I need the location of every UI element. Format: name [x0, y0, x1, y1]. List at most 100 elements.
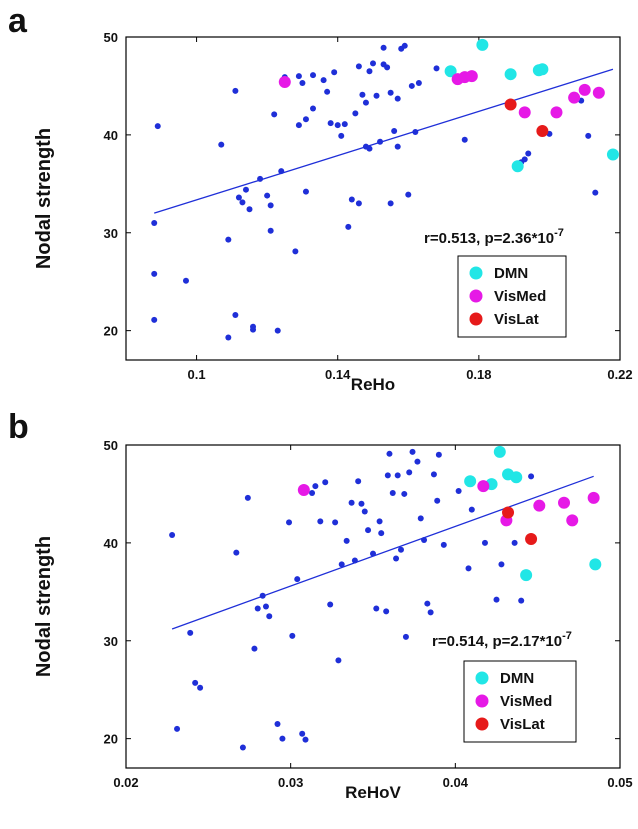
panel-letter: b — [8, 408, 29, 446]
data-point — [324, 88, 331, 95]
data-point — [525, 150, 532, 157]
x-axis-label: ReHoV — [345, 783, 401, 802]
data-point-dmn — [536, 63, 549, 76]
data-point — [289, 632, 296, 639]
legend: DMN VisMed VisLat — [457, 255, 567, 338]
data-point — [299, 80, 306, 87]
data-point — [383, 608, 390, 615]
data-point — [402, 633, 409, 640]
legend-marker-vislat — [475, 717, 489, 731]
regression-line — [154, 68, 614, 214]
y-axis-label: Nodal strength — [33, 128, 55, 269]
data-point — [233, 549, 240, 556]
data-point-vismed — [477, 480, 490, 493]
data-point — [376, 518, 383, 525]
data-point — [394, 95, 401, 102]
series-vismed — [278, 70, 605, 119]
data-point-dmn — [520, 569, 533, 582]
data-point — [355, 200, 362, 207]
data-point — [259, 592, 266, 599]
annotation-exponent: -7 — [562, 630, 572, 642]
y-tick-label: 30 — [104, 634, 118, 649]
data-point-vismed — [465, 70, 478, 83]
data-point — [359, 91, 366, 98]
data-point-vismed — [568, 91, 581, 104]
legend-label-vismed: VisMed — [494, 288, 546, 305]
data-point — [332, 519, 339, 526]
data-point-vismed — [578, 83, 591, 96]
data-point — [345, 223, 352, 230]
y-axis-label: Nodal strength — [33, 536, 55, 677]
data-point — [294, 576, 301, 583]
x-tick-label: 0.04 — [443, 775, 469, 790]
data-point — [440, 541, 447, 548]
data-point-vismed — [297, 484, 310, 497]
data-point-dmn — [510, 471, 523, 484]
x-tick-label: 0.02 — [113, 775, 138, 790]
series-dmn — [444, 38, 619, 173]
data-point — [373, 605, 380, 612]
data-point — [242, 186, 249, 193]
panel-letter: a — [8, 2, 28, 40]
panel-a: a 0.1 0.14 0.18 0.22 20 30 40 50 ReHo Nodal streng… — [8, 2, 633, 394]
legend-label-dmn: DMN — [500, 670, 534, 687]
data-point — [393, 555, 400, 562]
data-point — [309, 489, 316, 496]
data-point — [384, 472, 391, 479]
data-point — [320, 77, 327, 84]
data-point — [391, 127, 398, 134]
data-point — [355, 478, 362, 485]
data-point — [511, 539, 518, 546]
data-point-vismed — [587, 491, 600, 504]
data-point — [380, 44, 387, 51]
data-point — [310, 72, 317, 79]
data-point-dmn — [606, 148, 619, 161]
data-point — [366, 68, 373, 75]
data-point — [302, 116, 309, 123]
series-all-nodes — [169, 448, 535, 751]
data-point — [312, 483, 319, 490]
data-point — [239, 744, 246, 751]
data-point — [481, 539, 488, 546]
data-point — [377, 138, 384, 145]
data-point — [225, 236, 232, 243]
y-tick-label: 40 — [104, 128, 118, 143]
x-tick-label: 0.18 — [466, 367, 491, 382]
data-point — [592, 189, 599, 196]
data-point — [338, 132, 345, 139]
series-vislat — [502, 506, 538, 545]
data-point-vislat — [536, 124, 549, 137]
data-point — [348, 499, 355, 506]
data-point — [274, 327, 281, 334]
data-point — [335, 657, 342, 664]
data-point-dmn — [504, 68, 517, 81]
data-point — [331, 69, 338, 76]
data-point-dmn — [589, 558, 602, 571]
y-tick-label: 20 — [104, 732, 118, 747]
x-tick-label: 0.1 — [188, 367, 206, 382]
data-point-vismed — [278, 76, 291, 89]
data-point — [387, 89, 394, 96]
data-point-dmn — [493, 445, 506, 458]
data-point — [257, 175, 264, 182]
data-point — [295, 122, 302, 129]
legend-marker-dmn — [469, 266, 483, 280]
data-point-vismed — [518, 106, 531, 119]
data-point — [435, 451, 442, 458]
data-point — [327, 120, 334, 127]
data-point — [406, 469, 413, 476]
x-tick-label: 0.22 — [607, 367, 632, 382]
plot-frame — [125, 444, 621, 769]
data-point — [348, 196, 355, 203]
data-point — [412, 128, 419, 135]
data-point — [341, 121, 348, 128]
data-point — [343, 537, 350, 544]
data-point — [409, 448, 416, 455]
legend-label-vislat: VisLat — [500, 716, 545, 733]
legend: DMN VisMed VisLat — [463, 660, 577, 743]
data-point — [254, 605, 261, 612]
legend-label-vismed: VisMed — [500, 693, 552, 710]
y-tick-label: 50 — [104, 30, 118, 45]
data-point — [310, 105, 317, 112]
annotation-exponent: -7 — [554, 227, 564, 239]
